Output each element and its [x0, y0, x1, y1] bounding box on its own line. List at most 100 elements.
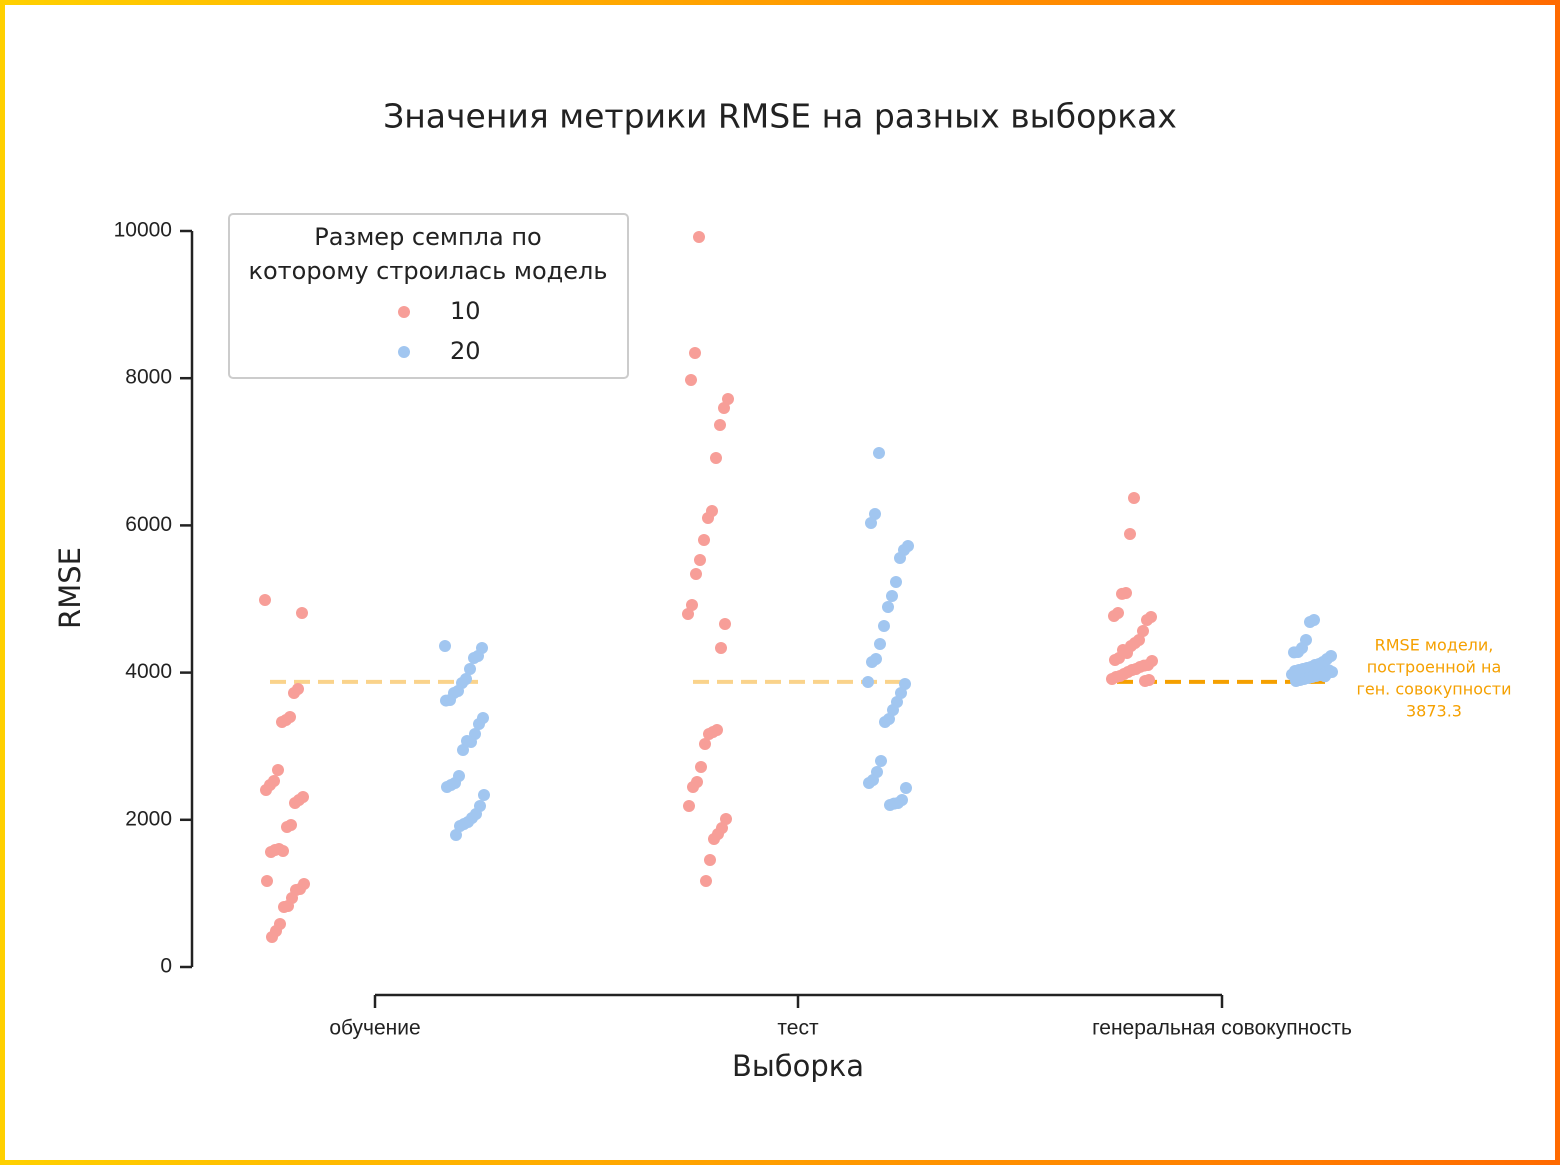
point [720, 812, 732, 825]
point [882, 601, 894, 614]
point [1139, 674, 1151, 687]
point [694, 553, 706, 566]
point [1108, 610, 1120, 623]
point [699, 737, 711, 750]
point [1137, 625, 1149, 638]
point [866, 656, 878, 669]
point [441, 780, 453, 793]
point [685, 373, 697, 386]
point [296, 606, 308, 619]
point [1288, 646, 1300, 659]
point [278, 901, 290, 914]
point [875, 754, 887, 767]
point [1128, 492, 1140, 505]
point [703, 727, 715, 740]
point [288, 686, 300, 699]
point [700, 875, 712, 888]
point [457, 744, 469, 757]
point [259, 594, 271, 607]
point [689, 347, 701, 360]
point [698, 533, 710, 546]
point [450, 829, 462, 842]
point [862, 676, 874, 689]
point [873, 446, 885, 459]
point [715, 642, 727, 655]
y-tick-label: 2000 [125, 807, 172, 830]
y-tick-label: 0 [160, 955, 172, 978]
point [718, 402, 730, 415]
point [900, 782, 912, 795]
legend-title: которому строилась модель [248, 257, 607, 285]
y-tick-label: 4000 [125, 660, 172, 683]
legend-box [228, 213, 629, 379]
x-axis-label: Выборка [732, 1049, 864, 1083]
point [719, 618, 731, 631]
legend-title: Размер семпла по [314, 223, 541, 251]
point [887, 703, 899, 716]
point [1116, 587, 1128, 600]
point [276, 715, 288, 728]
point [265, 846, 277, 859]
point [714, 419, 726, 432]
legend-label: 20 [450, 337, 481, 365]
point [890, 575, 902, 588]
point [710, 451, 722, 464]
y-tick-label: 10000 [114, 219, 172, 242]
point [899, 678, 911, 691]
annotation: построенной на [1367, 658, 1502, 677]
point [266, 930, 278, 943]
point [863, 777, 875, 789]
point [1106, 673, 1118, 686]
point [878, 620, 890, 633]
point [1109, 654, 1121, 667]
annotation: RMSE модели, [1375, 636, 1494, 655]
point [886, 589, 898, 602]
legend-marker [398, 346, 410, 358]
point [874, 637, 886, 650]
point [884, 799, 896, 812]
point [687, 780, 699, 793]
legend-marker [398, 306, 410, 318]
point [722, 393, 734, 406]
point [478, 788, 490, 801]
point [281, 821, 293, 834]
x-tick-label: тест [777, 1017, 819, 1040]
point [690, 567, 702, 580]
point [289, 797, 301, 810]
point [708, 833, 720, 846]
x-tick-label: генеральная совокупность [1092, 1017, 1352, 1040]
annotation: ген. совокупности [1356, 680, 1511, 699]
point [1319, 670, 1331, 683]
point [439, 640, 451, 653]
point [894, 552, 906, 565]
point [869, 507, 881, 520]
point [686, 599, 698, 612]
point [473, 717, 485, 730]
point [464, 662, 476, 675]
legend-label: 10 [450, 297, 481, 325]
point [683, 799, 695, 812]
point [454, 819, 466, 832]
point [1304, 615, 1316, 628]
point [468, 652, 480, 665]
point [879, 715, 891, 728]
y-tick-label: 8000 [125, 366, 172, 389]
y-tick-label: 6000 [125, 513, 172, 536]
chart-title: Значения метрики RMSE на разных выборках [383, 97, 1177, 136]
point [1141, 613, 1153, 626]
point [693, 231, 705, 244]
point [682, 608, 694, 621]
point [272, 763, 284, 776]
point [1286, 668, 1298, 681]
point [695, 761, 707, 774]
point [895, 686, 907, 699]
point [260, 783, 272, 796]
point [440, 694, 452, 707]
annotation-value: 3873.3 [1406, 702, 1462, 721]
point [704, 853, 716, 866]
point [1124, 528, 1136, 541]
point [702, 511, 714, 524]
